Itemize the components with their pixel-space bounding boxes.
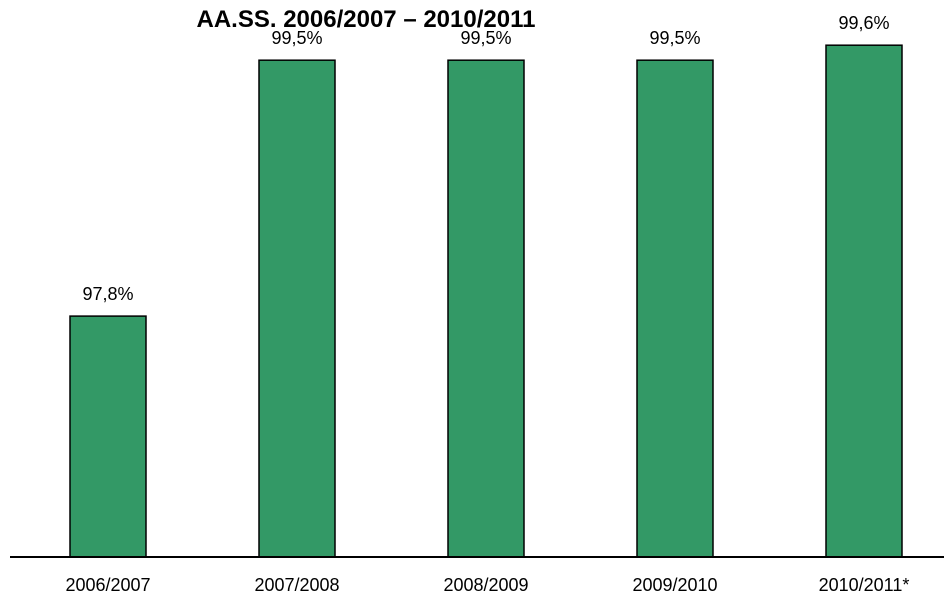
x-tick-label: 2006/2007 — [65, 575, 150, 595]
bar-2009-2010 — [636, 59, 714, 558]
bars-group — [69, 44, 903, 558]
x-tick-label: 2008/2009 — [443, 575, 528, 595]
x-tick-label: 2009/2010 — [632, 575, 717, 595]
x-tick-label: 2007/2008 — [254, 575, 339, 595]
data-label: 99,5% — [460, 28, 511, 48]
data-label: 99,6% — [838, 13, 889, 33]
data-label: 97,8% — [82, 284, 133, 304]
bar-2008-2009 — [447, 59, 525, 558]
bar-2010-2011 — [825, 44, 903, 558]
data-labels-group: 97,8% 99,5% 99,5% 99,5% 99,6% — [82, 13, 889, 304]
x-tick-labels-group: 2006/2007 2007/2008 2008/2009 2009/2010 2010… — [65, 575, 909, 595]
bar-2006-2007 — [69, 315, 147, 558]
data-label: 99,5% — [649, 28, 700, 48]
chart-title: AA.SS. 2006/2007 – 2010/2011 — [197, 6, 536, 33]
x-tick-label: 2010/2011* — [819, 575, 910, 595]
bar-2007-2008 — [258, 59, 336, 558]
data-label: 99,5% — [271, 28, 322, 48]
